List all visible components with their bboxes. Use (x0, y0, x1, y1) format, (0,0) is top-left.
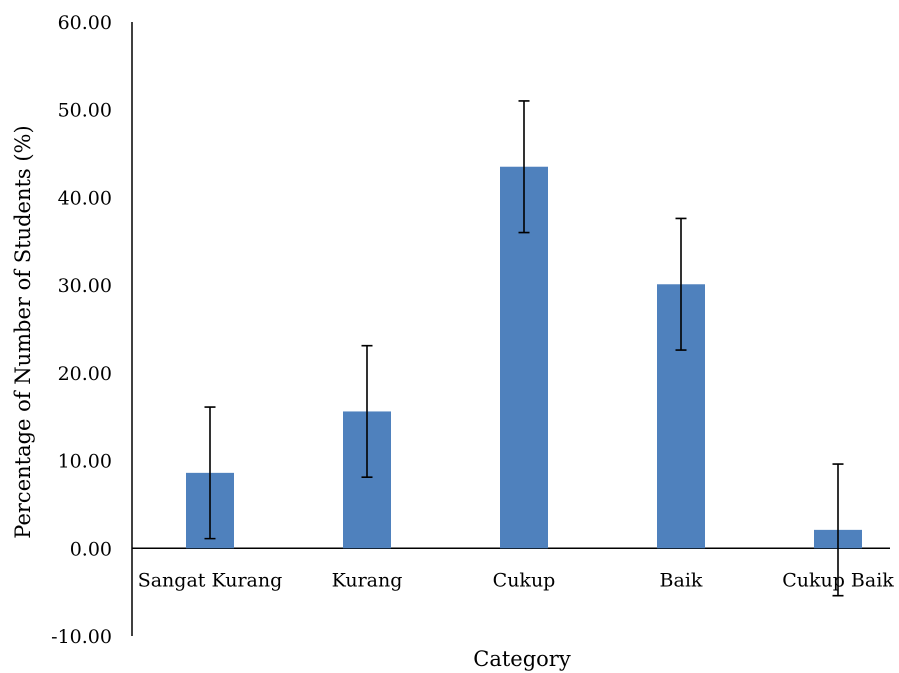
y-tick-label: 10.00 (58, 451, 112, 473)
x-tick-label: Cukup (493, 569, 556, 591)
y-tick-label: 60.00 (58, 12, 112, 34)
y-axis-title: Percentage of Number of Students (%) (11, 125, 35, 538)
y-tick-label: 50.00 (58, 100, 112, 122)
error-bar (675, 217, 687, 351)
x-tick-label: Baik (660, 569, 703, 591)
y-tick-label: 40.00 (58, 187, 112, 209)
error-bar (518, 100, 530, 234)
y-tick-label: 30.00 (58, 275, 112, 297)
error-bars (204, 100, 844, 597)
x-tick-label: Sangat Kurang (138, 569, 283, 591)
y-tick-label: 0.00 (70, 538, 112, 560)
y-axis-ticks: -10.00 0.00 10.00 20.00 30.00 40.00 50.00 60.00 (51, 12, 112, 648)
error-bar (361, 344, 373, 479)
x-tick-label: Cukup Baik (782, 569, 894, 591)
bars (186, 166, 862, 549)
y-tick-label: -10.00 (51, 626, 112, 648)
x-axis-title: Category (473, 647, 571, 671)
error-bar (832, 463, 844, 597)
error-bar (204, 406, 216, 540)
y-tick-label: 20.00 (58, 363, 112, 385)
x-axis-ticks: Sangat Kurang Kurang Cukup Baik Cukup Baik (138, 569, 895, 591)
x-tick-label: Kurang (332, 569, 403, 591)
